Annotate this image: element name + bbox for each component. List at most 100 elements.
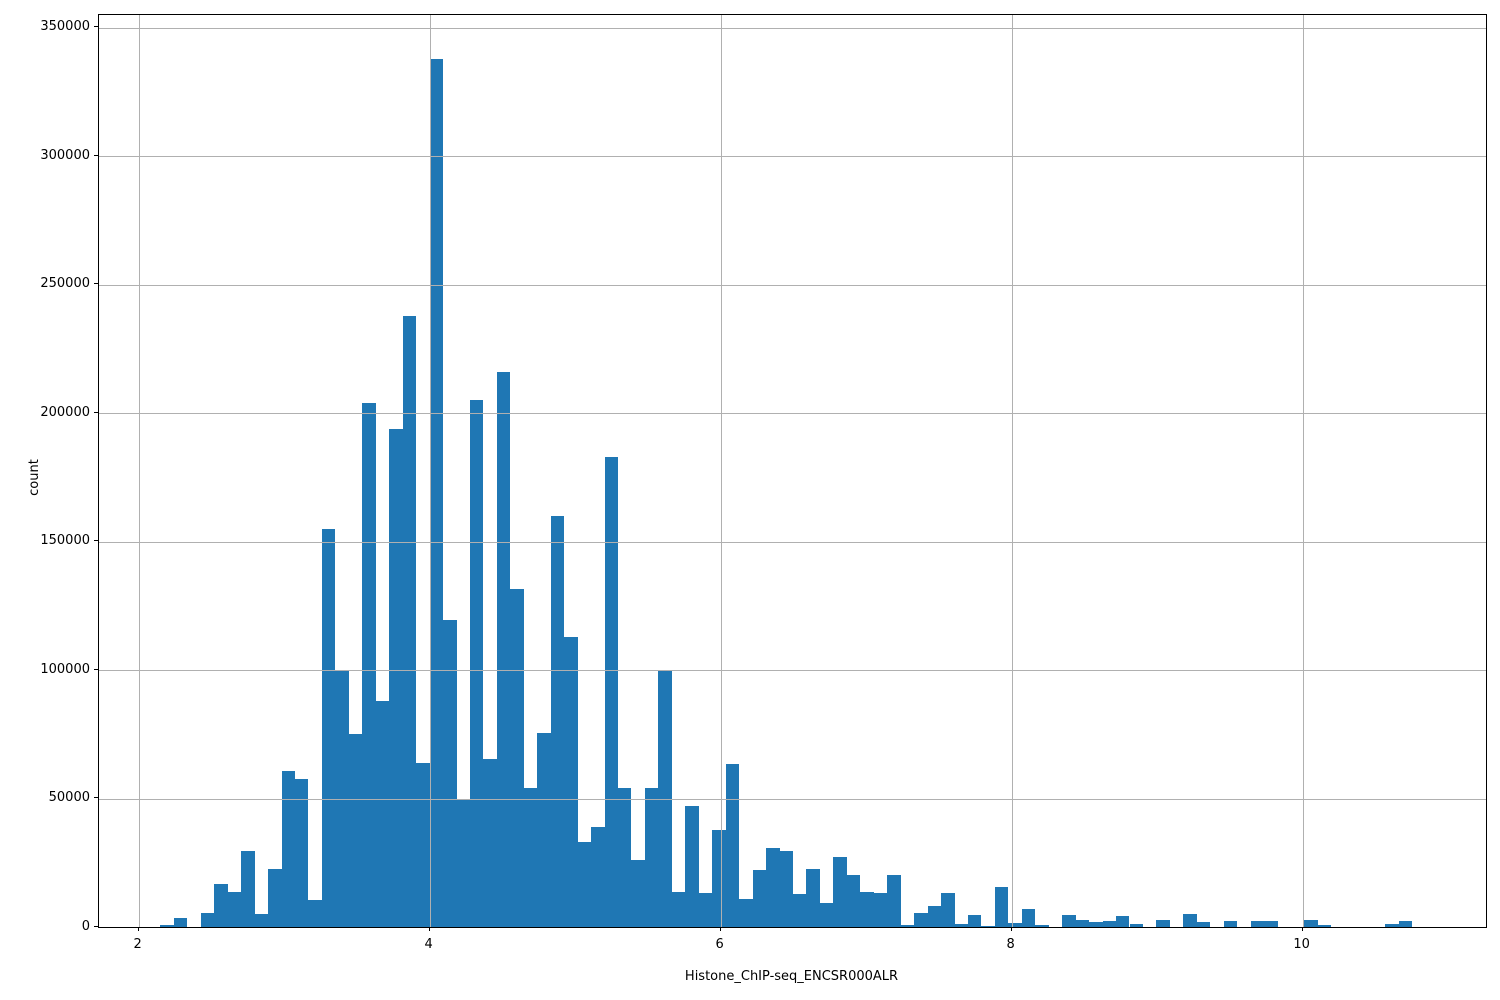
histogram-bar xyxy=(685,805,699,927)
histogram-bar xyxy=(752,870,767,927)
histogram-bar xyxy=(1075,919,1090,927)
histogram-bar xyxy=(591,826,605,927)
histogram-bar xyxy=(362,402,376,927)
y-tick-mark xyxy=(94,797,98,799)
grid-line-vertical xyxy=(429,15,431,927)
y-tick-mark xyxy=(94,925,98,927)
grid-line-vertical xyxy=(1302,15,1304,927)
histogram-bar xyxy=(1264,920,1278,927)
grid-line-vertical xyxy=(1011,15,1013,927)
histogram-bar xyxy=(994,887,1009,927)
histogram-bar xyxy=(1304,919,1318,927)
x-tick-label: 4 xyxy=(424,937,433,952)
x-tick-label: 6 xyxy=(715,937,724,952)
histogram-bar xyxy=(308,899,322,927)
histogram-bar xyxy=(1008,922,1022,927)
grid-line-vertical xyxy=(138,15,140,927)
histogram-bar xyxy=(321,528,336,927)
histogram-bar xyxy=(564,636,578,927)
histogram-bar xyxy=(1317,925,1332,927)
y-tick-mark xyxy=(94,283,98,285)
histogram-bar xyxy=(967,914,982,927)
grid-line-horizontal xyxy=(99,798,1486,800)
histogram-bar xyxy=(833,857,847,927)
y-tick-label: 50000 xyxy=(48,790,90,806)
histogram-bar xyxy=(1250,920,1265,927)
histogram-bar xyxy=(941,892,955,927)
histogram-bar xyxy=(389,428,403,927)
histogram-bar xyxy=(402,315,417,927)
histogram-bar xyxy=(1089,921,1103,927)
histogram-bar xyxy=(1035,924,1049,927)
y-tick-label: 350000 xyxy=(40,19,90,35)
x-tick-label: 2 xyxy=(133,937,142,952)
plot-area xyxy=(98,14,1487,928)
histogram-bar xyxy=(873,893,888,927)
y-tick-mark xyxy=(94,540,98,542)
histogram-bar xyxy=(927,906,942,927)
histogram-bar xyxy=(160,924,174,927)
y-tick-mark xyxy=(94,668,98,670)
x-axis-label: Histone_ChIP-seq_ENCSR000ALR xyxy=(684,969,899,984)
y-tick-label: 250000 xyxy=(40,276,90,292)
histogram-bar xyxy=(739,898,753,927)
histogram-bar xyxy=(1385,924,1399,927)
bars-layer xyxy=(99,15,1486,927)
histogram-bar xyxy=(537,732,551,927)
histogram-bar xyxy=(631,860,645,927)
y-tick-mark xyxy=(94,411,98,413)
histogram-bar xyxy=(173,917,188,927)
histogram-bar xyxy=(496,372,511,927)
y-tick-mark xyxy=(94,26,98,28)
histogram-bar xyxy=(712,830,726,927)
histogram-bar xyxy=(698,892,713,927)
histogram-bar xyxy=(860,892,874,927)
histogram-bar xyxy=(806,868,820,927)
histogram-bar xyxy=(456,798,470,927)
histogram-bar xyxy=(469,400,484,927)
histogram-bar xyxy=(725,763,740,927)
histogram-bar xyxy=(281,770,295,927)
histogram-bar xyxy=(214,884,228,927)
y-tick-label: 200000 xyxy=(40,404,90,420)
x-tick-mark xyxy=(1010,927,1012,931)
y-tick-label: 150000 xyxy=(40,533,90,549)
histogram-bar xyxy=(604,456,619,927)
grid-line-horizontal xyxy=(99,156,1486,158)
histogram-bar xyxy=(295,779,309,927)
histogram-bar xyxy=(416,762,430,927)
x-tick-mark xyxy=(719,927,721,931)
x-tick-mark xyxy=(428,927,430,931)
histogram-bar xyxy=(900,924,915,927)
histogram-bar xyxy=(429,58,444,927)
histogram-bar xyxy=(1062,914,1076,927)
histogram-bar xyxy=(766,847,780,927)
histogram-bar xyxy=(1129,923,1143,927)
histogram-bar xyxy=(779,851,793,927)
x-tick-label: 8 xyxy=(1006,937,1015,952)
histogram-bar xyxy=(954,924,968,927)
histogram-bar xyxy=(577,842,592,927)
histogram-bar xyxy=(200,913,215,927)
histogram-bar xyxy=(241,850,255,927)
y-tick-label: 300000 xyxy=(40,147,90,163)
grid-line-horizontal xyxy=(99,284,1486,286)
y-axis-label: count xyxy=(26,459,42,496)
histogram-bar xyxy=(1223,920,1238,927)
histogram-bar xyxy=(618,788,632,927)
grid-line-horizontal xyxy=(99,670,1486,672)
x-tick-label: 10 xyxy=(1293,937,1310,952)
histogram-bar xyxy=(550,515,565,927)
histogram-bar xyxy=(1116,916,1130,927)
histogram-bar xyxy=(1156,919,1170,927)
grid-line-horizontal xyxy=(99,413,1486,415)
histogram-bar xyxy=(268,869,282,927)
histogram-bar xyxy=(1102,920,1117,927)
histogram-bar xyxy=(846,874,861,927)
histogram-bar xyxy=(1196,922,1211,927)
y-tick-label: 0 xyxy=(81,918,90,934)
grid-line-horizontal xyxy=(99,541,1486,543)
histogram-bar xyxy=(981,925,995,927)
histogram-bar xyxy=(510,589,524,927)
